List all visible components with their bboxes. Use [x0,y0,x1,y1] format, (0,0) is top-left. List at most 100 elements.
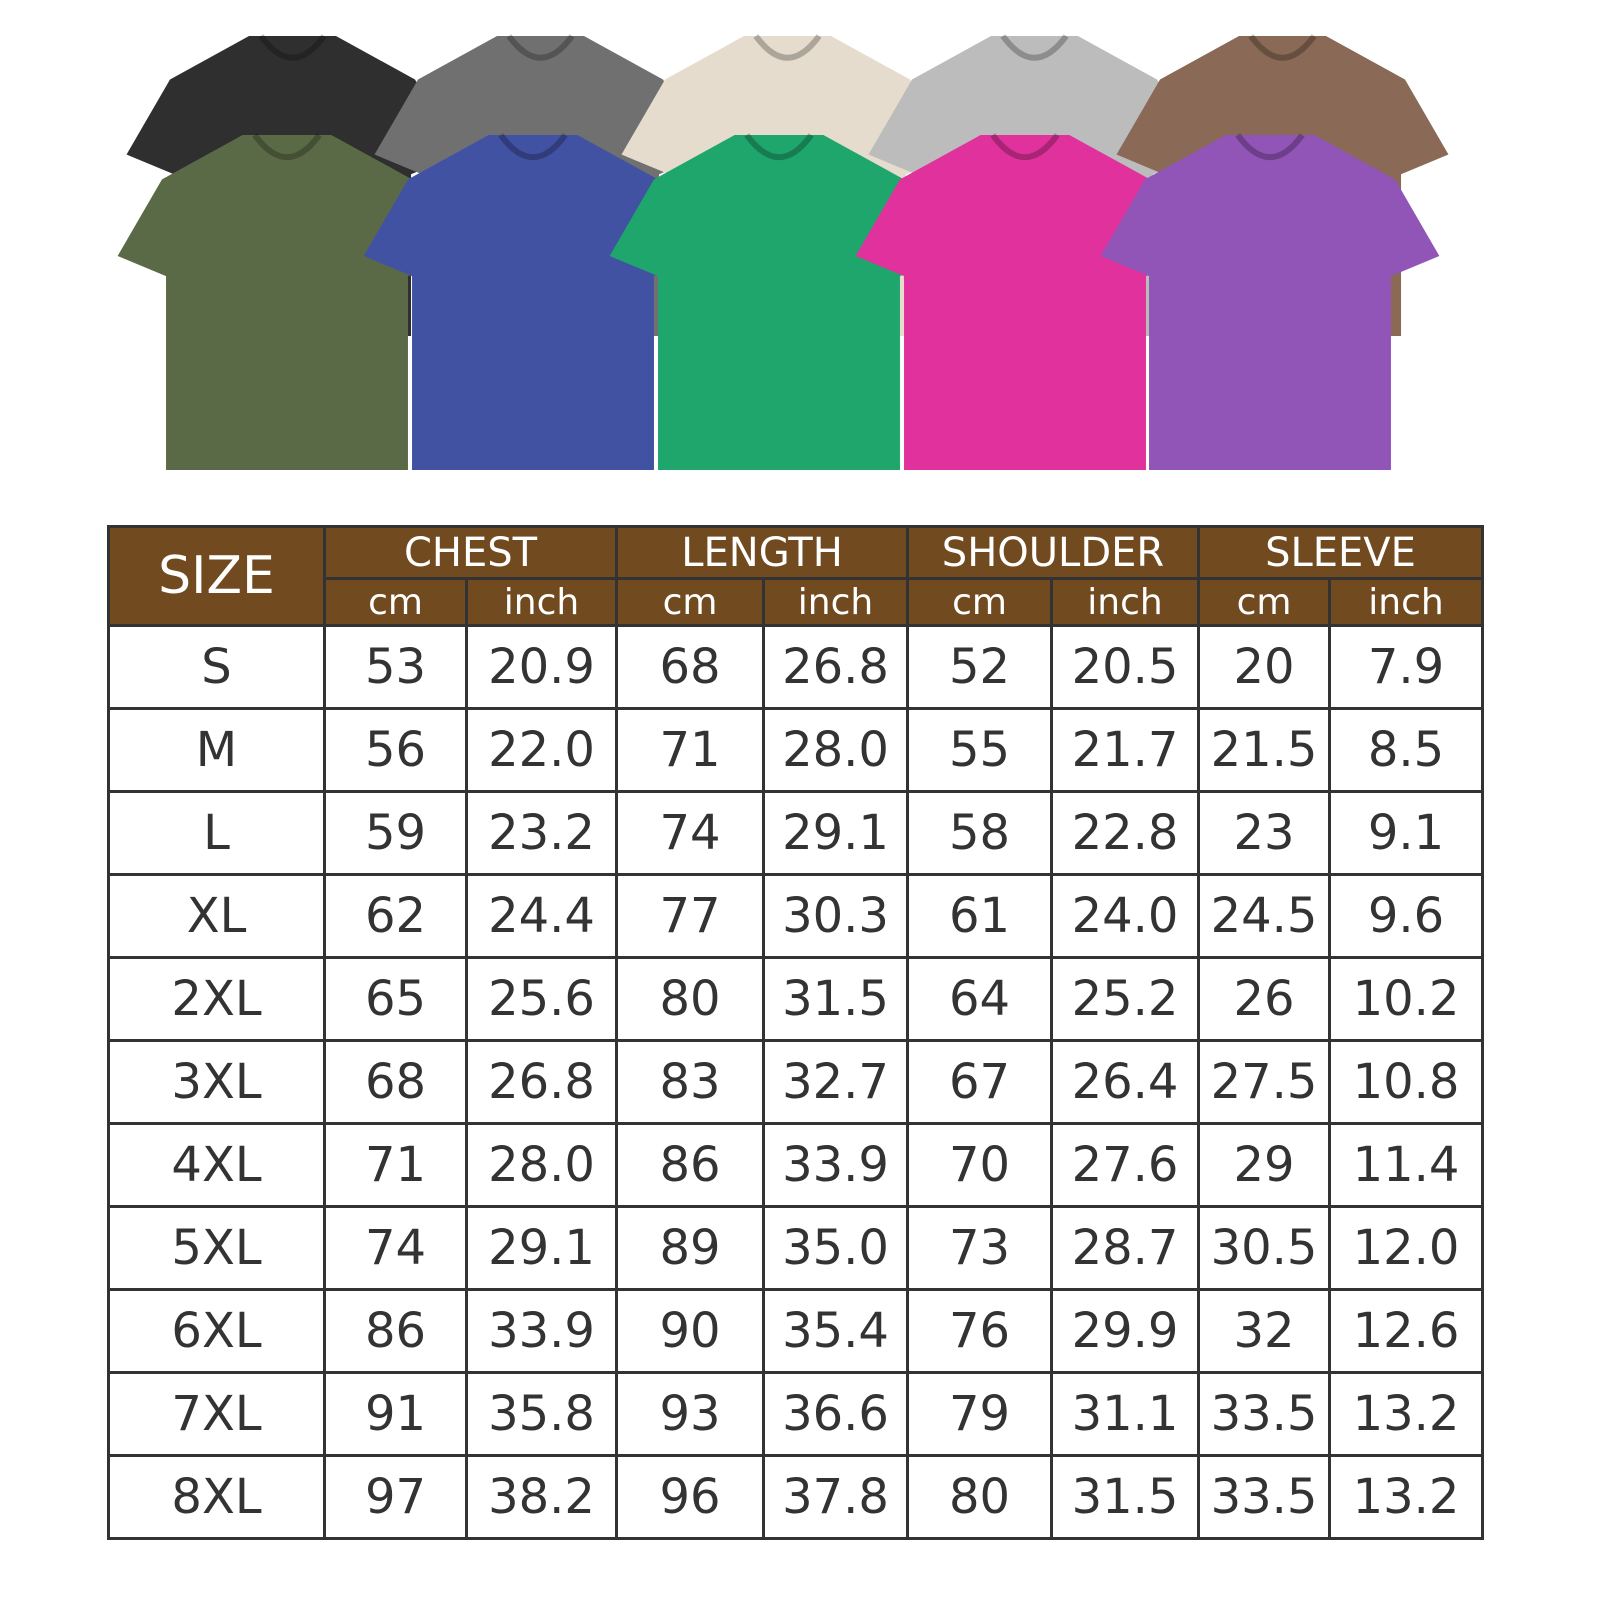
tshirt-front-0 [117,133,457,470]
measurement-cell: 13.2 [1328,1454,1484,1540]
measurement-cell: 12.6 [1328,1288,1484,1374]
measurement-cell: 22.0 [465,707,618,793]
measurement-cell: 24.5 [1197,873,1331,959]
measurement-cell: 80 [615,956,765,1042]
measurement-cell: 74 [615,790,765,876]
measurement-cell: 26.8 [762,624,909,710]
measurement-cell: 61 [906,873,1053,959]
measurement-cell: 22.8 [1050,790,1200,876]
unit-cm: cm [1197,578,1331,627]
table-row: 6XL 86 33.9 90 35.4 76 29.9 32 12.6 [107,1288,1484,1374]
size-cell: L [107,790,326,876]
size-cell: 8XL [107,1454,326,1540]
measurement-cell: 27.6 [1050,1122,1200,1208]
measurement-cell: 30.3 [762,873,909,959]
header-chest: CHEST [323,525,618,580]
measurement-cell: 68 [615,624,765,710]
measurement-cell: 68 [323,1039,468,1125]
measurement-cell: 30.5 [1197,1205,1331,1291]
unit-cm: cm [323,578,468,627]
measurement-cell: 33.5 [1197,1371,1331,1457]
measurement-cell: 71 [615,707,765,793]
measurement-cell: 31.1 [1050,1371,1200,1457]
measurement-cell: 28.0 [465,1122,618,1208]
measurement-cell: 12.0 [1328,1205,1484,1291]
measurement-cell: 20.9 [465,624,618,710]
measurement-cell: 67 [906,1039,1053,1125]
size-cell: 7XL [107,1371,326,1457]
measurement-cell: 96 [615,1454,765,1540]
measurement-cell: 26.4 [1050,1039,1200,1125]
unit-inch: inch [1050,578,1200,627]
measurement-cell: 10.8 [1328,1039,1484,1125]
table-row: XL 62 24.4 77 30.3 61 24.0 24.5 9.6 [107,873,1484,959]
measurement-cell: 28.7 [1050,1205,1200,1291]
measurement-cell: 32 [1197,1288,1331,1374]
measurement-cell: 73 [906,1205,1053,1291]
unit-inch: inch [465,578,618,627]
header-length: LENGTH [615,525,909,580]
measurement-cell: 23.2 [465,790,618,876]
size-cell: S [107,624,326,710]
measurement-cell: 21.7 [1050,707,1200,793]
measurement-cell: 74 [323,1205,468,1291]
table-row: 2XL 65 25.6 80 31.5 64 25.2 26 10.2 [107,956,1484,1042]
measurement-cell: 20 [1197,624,1331,710]
measurement-cell: 86 [615,1122,765,1208]
measurement-cell: 29.1 [465,1205,618,1291]
table-row: S 53 20.9 68 26.8 52 20.5 20 7.9 [107,624,1484,710]
measurement-cell: 9.1 [1328,790,1484,876]
measurement-cell: 10.2 [1328,956,1484,1042]
measurement-cell: 55 [906,707,1053,793]
tshirt-color-swatches [117,34,1449,470]
measurement-cell: 52 [906,624,1053,710]
measurement-cell: 53 [323,624,468,710]
measurement-cell: 38.2 [465,1454,618,1540]
measurement-cell: 25.2 [1050,956,1200,1042]
measurement-cell: 89 [615,1205,765,1291]
size-cell: 2XL [107,956,326,1042]
measurement-cell: 24.0 [1050,873,1200,959]
measurement-cell: 86 [323,1288,468,1374]
measurement-cell: 70 [906,1122,1053,1208]
measurement-cell: 59 [323,790,468,876]
measurement-cell: 8.5 [1328,707,1484,793]
size-cell: 6XL [107,1288,326,1374]
measurement-cell: 29.9 [1050,1288,1200,1374]
measurement-cell: 37.8 [762,1454,909,1540]
size-cell: 4XL [107,1122,326,1208]
measurement-cell: 25.6 [465,956,618,1042]
measurement-cell: 36.6 [762,1371,909,1457]
measurement-cell: 65 [323,956,468,1042]
measurement-cell: 56 [323,707,468,793]
table-row: 3XL 68 26.8 83 32.7 67 26.4 27.5 10.8 [107,1039,1484,1125]
measurement-cell: 35.0 [762,1205,909,1291]
measurement-cell: 11.4 [1328,1122,1484,1208]
unit-inch: inch [1328,578,1484,627]
measurement-cell: 31.5 [1050,1454,1200,1540]
tshirt-front-4 [1100,133,1440,470]
measurement-cell: 9.6 [1328,873,1484,959]
measurement-cell: 31.5 [762,956,909,1042]
tshirt-front-2 [609,133,949,470]
measurement-cell: 77 [615,873,765,959]
table-row: L 59 23.2 74 29.1 58 22.8 23 9.1 [107,790,1484,876]
measurement-cell: 20.5 [1050,624,1200,710]
measurement-cell: 26.8 [465,1039,618,1125]
size-chart-table: SIZE CHEST LENGTH SHOULDER SLEEVE cm inch cm i… [107,525,1484,1540]
size-cell: 5XL [107,1205,326,1291]
measurement-cell: 79 [906,1371,1053,1457]
measurement-cell: 71 [323,1122,468,1208]
measurement-cell: 29.1 [762,790,909,876]
measurement-cell: 58 [906,790,1053,876]
measurement-cell: 35.8 [465,1371,618,1457]
measurement-cell: 23 [1197,790,1331,876]
tshirt-front-1 [363,133,703,470]
measurement-cell: 26 [1197,956,1331,1042]
measurement-cell: 13.2 [1328,1371,1484,1457]
measurement-cell: 35.4 [762,1288,909,1374]
header-shoulder: SHOULDER [906,525,1200,580]
measurement-cell: 83 [615,1039,765,1125]
table-row: 4XL 71 28.0 86 33.9 70 27.6 29 11.4 [107,1122,1484,1208]
header-sleeve: SLEEVE [1197,525,1484,580]
